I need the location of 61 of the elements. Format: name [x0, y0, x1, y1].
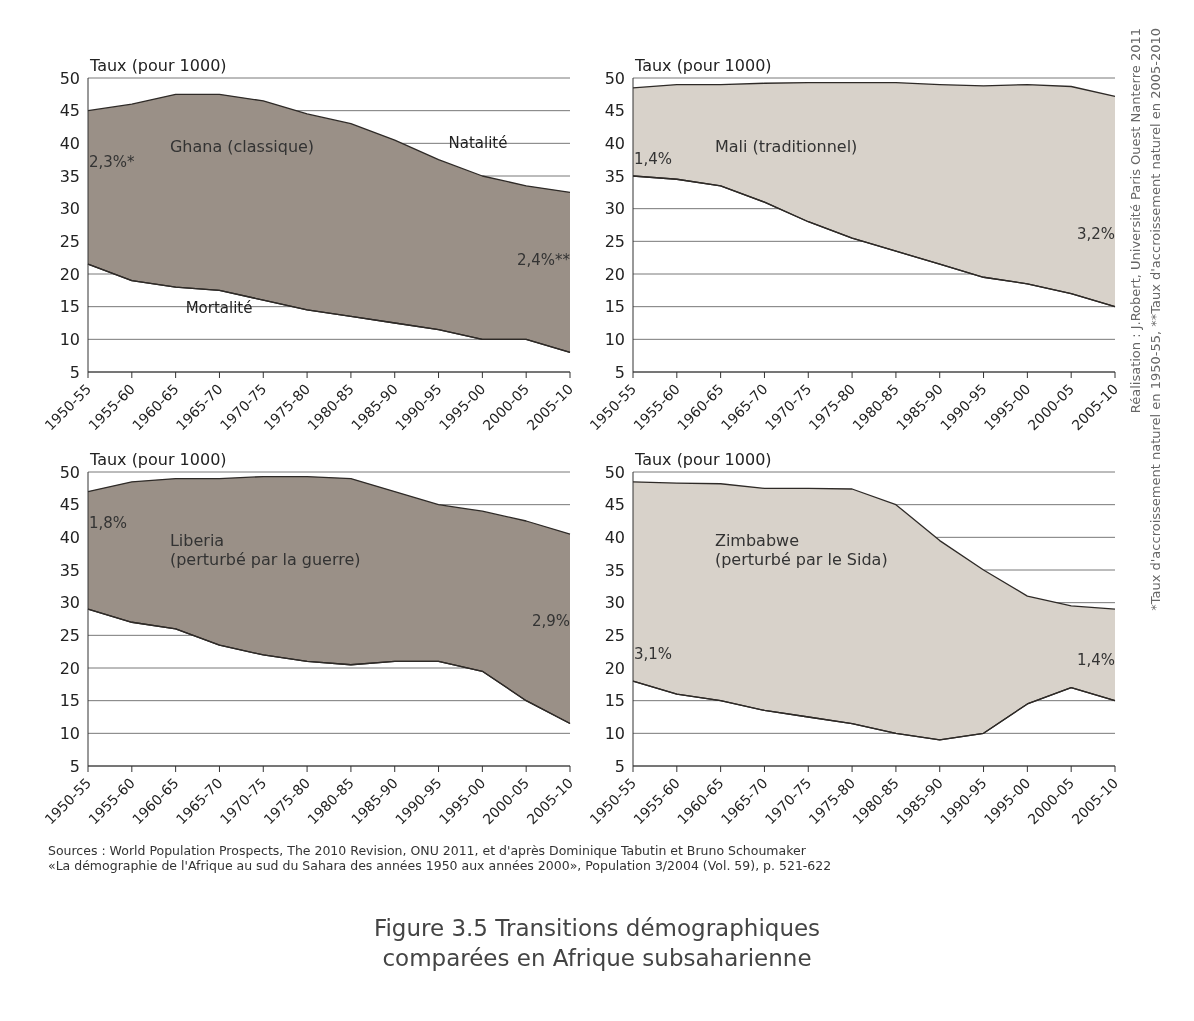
y-tick-label: 50: [59, 68, 80, 88]
annotation: Ghana (classique): [169, 136, 315, 156]
annotation: 2,4%**: [516, 250, 570, 269]
annotation: 1,8%: [89, 514, 128, 533]
y-tick-label: 40: [59, 528, 80, 548]
y-tick-label: 25: [604, 626, 625, 646]
y-tick-label: 15: [59, 691, 80, 711]
y-tick-label: 35: [59, 166, 80, 186]
text: Réalisation : J.Robert, Université Paris Ouest Nanterre 2011 *Taux d'accroissement naturel en 1950-55, **Taux d'accroissement naturel en 2005-2010: [1127, 28, 1164, 613]
y-tick-label: 10: [604, 330, 625, 350]
y-tick-label: 5: [69, 362, 80, 382]
y-axis-title: Taux (pour 1000): [635, 56, 772, 75]
y-tick-label: 30: [604, 199, 625, 219]
y-tick-label: 35: [604, 166, 625, 186]
y-tick-label: 50: [604, 68, 625, 88]
y-tick-label: 10: [59, 724, 80, 744]
y-tick-label: 45: [59, 495, 80, 515]
y-tick-label: 40: [59, 134, 80, 154]
y-tick-label: 40: [604, 134, 625, 154]
y-tick-label: 15: [59, 297, 80, 317]
annotation: 3,2%: [1076, 224, 1115, 243]
annotation: 1,4%: [1076, 651, 1115, 670]
y-tick-label: 25: [59, 626, 80, 646]
y-axis-title: Taux (pour 1000): [90, 56, 227, 75]
y-tick-label: 10: [604, 724, 625, 744]
annotation: Liberia (perturbé par la guerre): [169, 530, 361, 569]
y-tick-label: 25: [604, 232, 625, 252]
y-tick-label: 25: [59, 232, 80, 252]
y-tick-label: 30: [59, 199, 80, 219]
y-tick-label: 10: [59, 330, 80, 350]
y-tick-label: 45: [604, 495, 625, 515]
y-tick-label: 35: [604, 560, 625, 580]
annotation: 2,9%: [531, 612, 570, 631]
y-tick-label: 30: [604, 593, 625, 613]
y-tick-label: 50: [604, 462, 625, 482]
y-tick-label: 35: [59, 560, 80, 580]
y-tick-label: 5: [614, 362, 625, 382]
series-label: Natalité: [448, 133, 508, 152]
y-axis-title: Taux (pour 1000): [635, 450, 772, 469]
y-tick-label: 30: [59, 593, 80, 613]
y-axis-title: Taux (pour 1000): [90, 450, 227, 469]
y-tick-label: 50: [59, 462, 80, 482]
y-tick-label: 45: [604, 101, 625, 121]
y-tick-label: 20: [604, 658, 625, 678]
annotation: 3,1%: [634, 644, 673, 663]
source-note: Sources : World Population Prospects, The 2010 Revision, ONU 2011, et d'après Dominique Tabutin et Bruno Schoumaker «La démographie de l'Afrique au sud du Sahara des années 1950 aux années 2000», Population 3/2004 (Vol. 59), p. 521-622: [48, 843, 833, 873]
y-tick-label: 40: [604, 528, 625, 548]
y-tick-label: 45: [59, 101, 80, 121]
annotation: Mali (traditionnel): [714, 136, 858, 156]
annotation: Zimbabwe (perturbé par le Sida): [714, 530, 888, 569]
y-tick-label: 20: [59, 658, 80, 678]
y-tick-label: 5: [614, 756, 625, 776]
y-tick-label: 20: [604, 264, 625, 284]
y-tick-label: 15: [604, 691, 625, 711]
y-tick-label: 15: [604, 297, 625, 317]
y-tick-label: 5: [69, 756, 80, 776]
annotation: 2,3%*: [89, 152, 135, 171]
series-label: Mortalité: [185, 299, 253, 318]
annotation: 1,4%: [634, 149, 673, 168]
y-tick-label: 20: [59, 264, 80, 284]
text: Figure 3.5 Transitions démographiques comparées en Afrique subsaharienne: [372, 914, 822, 973]
